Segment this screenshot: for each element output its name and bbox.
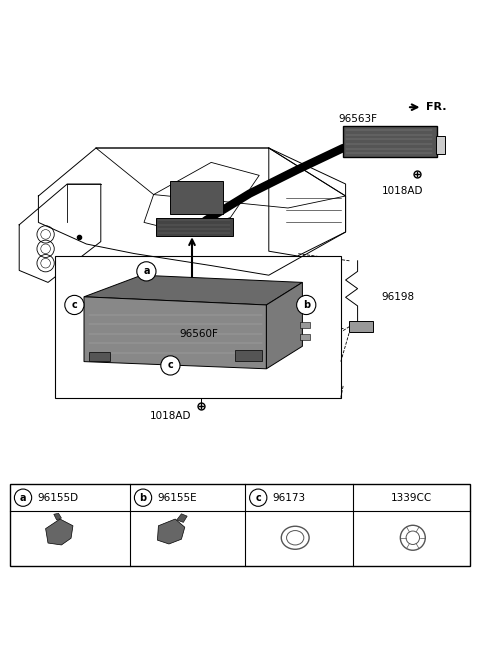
Polygon shape (177, 514, 187, 522)
Ellipse shape (287, 531, 304, 545)
Text: b: b (303, 300, 310, 310)
Polygon shape (54, 513, 61, 520)
Circle shape (137, 262, 156, 281)
Text: c: c (255, 493, 261, 502)
Circle shape (161, 356, 180, 375)
Text: 96560F: 96560F (180, 329, 218, 339)
Text: 96563F: 96563F (338, 113, 377, 123)
FancyBboxPatch shape (156, 218, 233, 236)
FancyBboxPatch shape (235, 350, 262, 361)
Circle shape (250, 489, 267, 506)
Circle shape (297, 295, 316, 315)
Text: 1339CC: 1339CC (391, 493, 432, 502)
Text: 96155D: 96155D (37, 493, 79, 502)
Circle shape (134, 489, 152, 506)
FancyBboxPatch shape (300, 335, 310, 340)
Text: 1018AD: 1018AD (150, 411, 191, 420)
FancyBboxPatch shape (55, 256, 341, 398)
FancyBboxPatch shape (89, 352, 110, 361)
Text: 96155E: 96155E (157, 493, 197, 502)
FancyBboxPatch shape (349, 321, 373, 332)
Text: b: b (140, 493, 146, 502)
Text: 96198: 96198 (382, 292, 415, 302)
Text: c: c (72, 300, 77, 310)
FancyBboxPatch shape (300, 322, 310, 328)
Polygon shape (266, 282, 302, 369)
Ellipse shape (281, 526, 309, 549)
Text: 1018AD: 1018AD (382, 186, 423, 196)
Polygon shape (84, 276, 302, 305)
Text: FR.: FR. (426, 102, 447, 112)
Circle shape (65, 295, 84, 315)
Polygon shape (84, 297, 266, 369)
FancyBboxPatch shape (170, 181, 223, 214)
Polygon shape (46, 519, 73, 545)
Polygon shape (157, 519, 185, 544)
Text: c: c (168, 360, 173, 371)
Text: a: a (20, 493, 26, 502)
Text: a: a (143, 266, 150, 276)
FancyBboxPatch shape (436, 136, 445, 154)
FancyBboxPatch shape (343, 127, 437, 157)
FancyBboxPatch shape (10, 484, 470, 565)
Circle shape (14, 489, 32, 506)
Text: 96173: 96173 (273, 493, 306, 502)
